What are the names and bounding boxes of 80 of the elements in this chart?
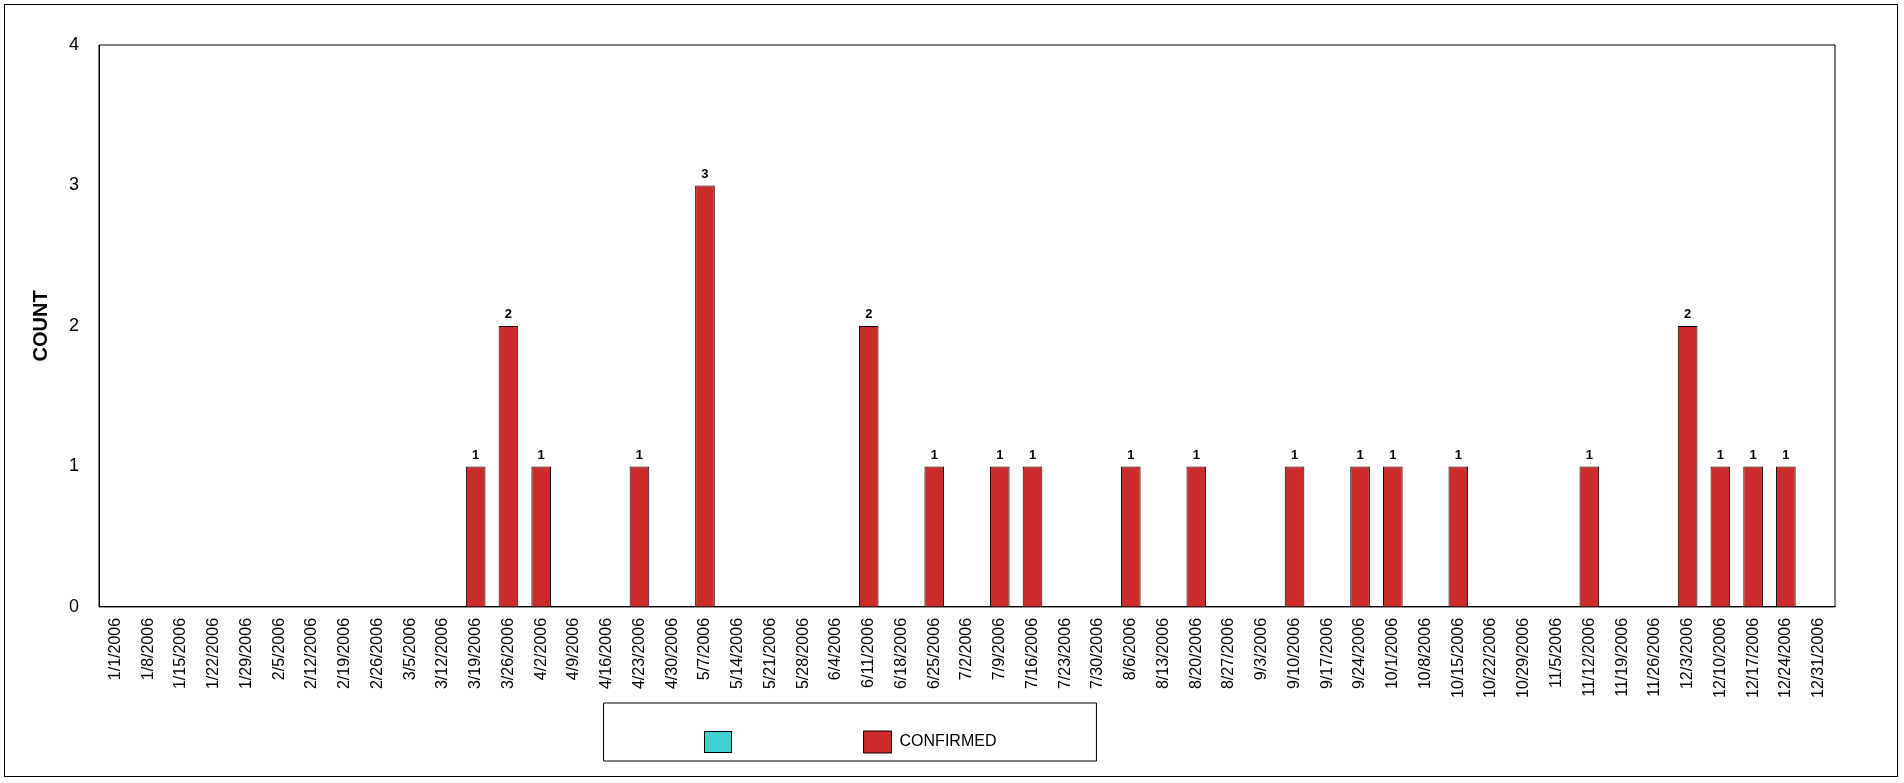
data-label: 3 xyxy=(701,165,709,181)
x-tick-label: 8/20/2006 xyxy=(1186,617,1204,690)
x-tick-label: 5/21/2006 xyxy=(760,617,778,690)
x-tick-label: 3/5/2006 xyxy=(400,617,418,681)
y-tick-label: 1 xyxy=(69,455,80,476)
y-tick-label: 4 xyxy=(69,33,80,54)
x-tick-label: 12/3/2006 xyxy=(1678,617,1696,690)
x-tick-label: 12/10/2006 xyxy=(1710,617,1728,698)
x-tick-label: 7/2/2006 xyxy=(957,617,975,681)
x-tick-label: 1/22/2006 xyxy=(204,617,222,690)
x-tick-label: 4/30/2006 xyxy=(662,617,680,690)
data-label: 1 xyxy=(1749,446,1757,462)
data-label: 2 xyxy=(865,306,873,322)
x-tick-label: 3/26/2006 xyxy=(498,617,516,690)
x-tick-label: 12/24/2006 xyxy=(1776,617,1794,698)
x-tick-label: 1/29/2006 xyxy=(236,617,254,690)
x-tick-label: 10/22/2006 xyxy=(1481,617,1499,698)
x-tick-label: 7/16/2006 xyxy=(1022,617,1040,690)
x-tick-label: 1/15/2006 xyxy=(171,617,189,690)
x-tick-label: 6/11/2006 xyxy=(859,617,877,688)
x-tick-label: 1/8/2006 xyxy=(138,617,156,681)
data-label: 1 xyxy=(1716,446,1724,462)
x-tick-label: 10/15/2006 xyxy=(1448,617,1466,698)
x-tick-label: 6/18/2006 xyxy=(891,617,909,690)
x-tick-label: 10/8/2006 xyxy=(1415,617,1433,690)
x-tick-label: 11/12/2006 xyxy=(1579,617,1597,697)
x-tick-label: 8/6/2006 xyxy=(1121,617,1139,681)
x-tick-label: 9/10/2006 xyxy=(1284,617,1302,690)
legend-label: CONFIRMED xyxy=(899,732,997,750)
y-tick-label: 2 xyxy=(69,314,80,335)
data-label: 1 xyxy=(537,446,545,462)
data-label: 1 xyxy=(1454,446,1462,462)
y-tick-label: 0 xyxy=(69,595,80,616)
data-label: 1 xyxy=(1192,446,1200,462)
x-tick-label: 12/17/2006 xyxy=(1743,617,1761,698)
data-label: 1 xyxy=(1782,446,1790,462)
x-tick-label: 10/29/2006 xyxy=(1514,617,1532,698)
data-label: 1 xyxy=(930,446,938,462)
data-label: 2 xyxy=(504,306,513,322)
x-tick-label: 12/31/2006 xyxy=(1809,617,1827,698)
x-tick-label: 9/24/2006 xyxy=(1350,617,1368,690)
y-axis-title: COUNT xyxy=(28,290,51,362)
x-tick-label: 2/5/2006 xyxy=(269,617,287,681)
data-label: 1 xyxy=(996,446,1004,462)
data-label: 1 xyxy=(1127,446,1135,462)
x-tick-label: 11/26/2006 xyxy=(1645,617,1663,697)
data-label: 2 xyxy=(1683,306,1692,322)
data-label: 1 xyxy=(1585,446,1593,462)
data-label: 1 xyxy=(1290,446,1299,462)
x-tick-label: 2/12/2006 xyxy=(302,617,320,690)
x-tick-label: 5/7/2006 xyxy=(695,617,713,681)
x-tick-label: 6/25/2006 xyxy=(924,617,942,690)
x-tick-label: 7/23/2006 xyxy=(1055,617,1073,690)
x-tick-label: 5/14/2006 xyxy=(728,617,746,690)
x-tick-label: 4/2/2006 xyxy=(531,617,549,681)
x-tick-label: 9/17/2006 xyxy=(1317,617,1335,690)
data-label: 1 xyxy=(1389,446,1397,462)
data-label: 1 xyxy=(635,446,644,462)
x-tick-label: 11/5/2006 xyxy=(1546,617,1564,688)
x-tick-label: 8/13/2006 xyxy=(1153,617,1171,690)
x-tick-label: 2/19/2006 xyxy=(335,617,353,690)
data-label: 1 xyxy=(472,446,480,462)
x-tick-label: 4/23/2006 xyxy=(629,617,647,690)
x-tick-label: 9/3/2006 xyxy=(1252,617,1270,681)
x-tick-label: 6/4/2006 xyxy=(826,617,844,681)
x-tick-label: 11/19/2006 xyxy=(1612,617,1630,697)
x-tick-label: 7/30/2006 xyxy=(1088,617,1106,690)
x-tick-label: 7/9/2006 xyxy=(990,617,1008,681)
x-tick-label: 8/27/2006 xyxy=(1219,617,1237,690)
data-label: 1 xyxy=(1356,446,1364,462)
x-tick-label: 4/16/2006 xyxy=(597,617,615,690)
x-tick-label: 4/9/2006 xyxy=(564,617,582,681)
data-label: 1 xyxy=(1028,446,1037,462)
x-tick-label: 1/1/2006 xyxy=(105,617,123,681)
x-tick-label: 2/26/2006 xyxy=(367,617,385,690)
x-tick-label: 3/19/2006 xyxy=(466,617,484,690)
x-tick-label: 3/12/2006 xyxy=(433,617,451,690)
x-tick-label: 5/28/2006 xyxy=(793,617,811,690)
y-tick-label: 3 xyxy=(69,174,80,195)
x-tick-label: 10/1/2006 xyxy=(1383,617,1401,690)
